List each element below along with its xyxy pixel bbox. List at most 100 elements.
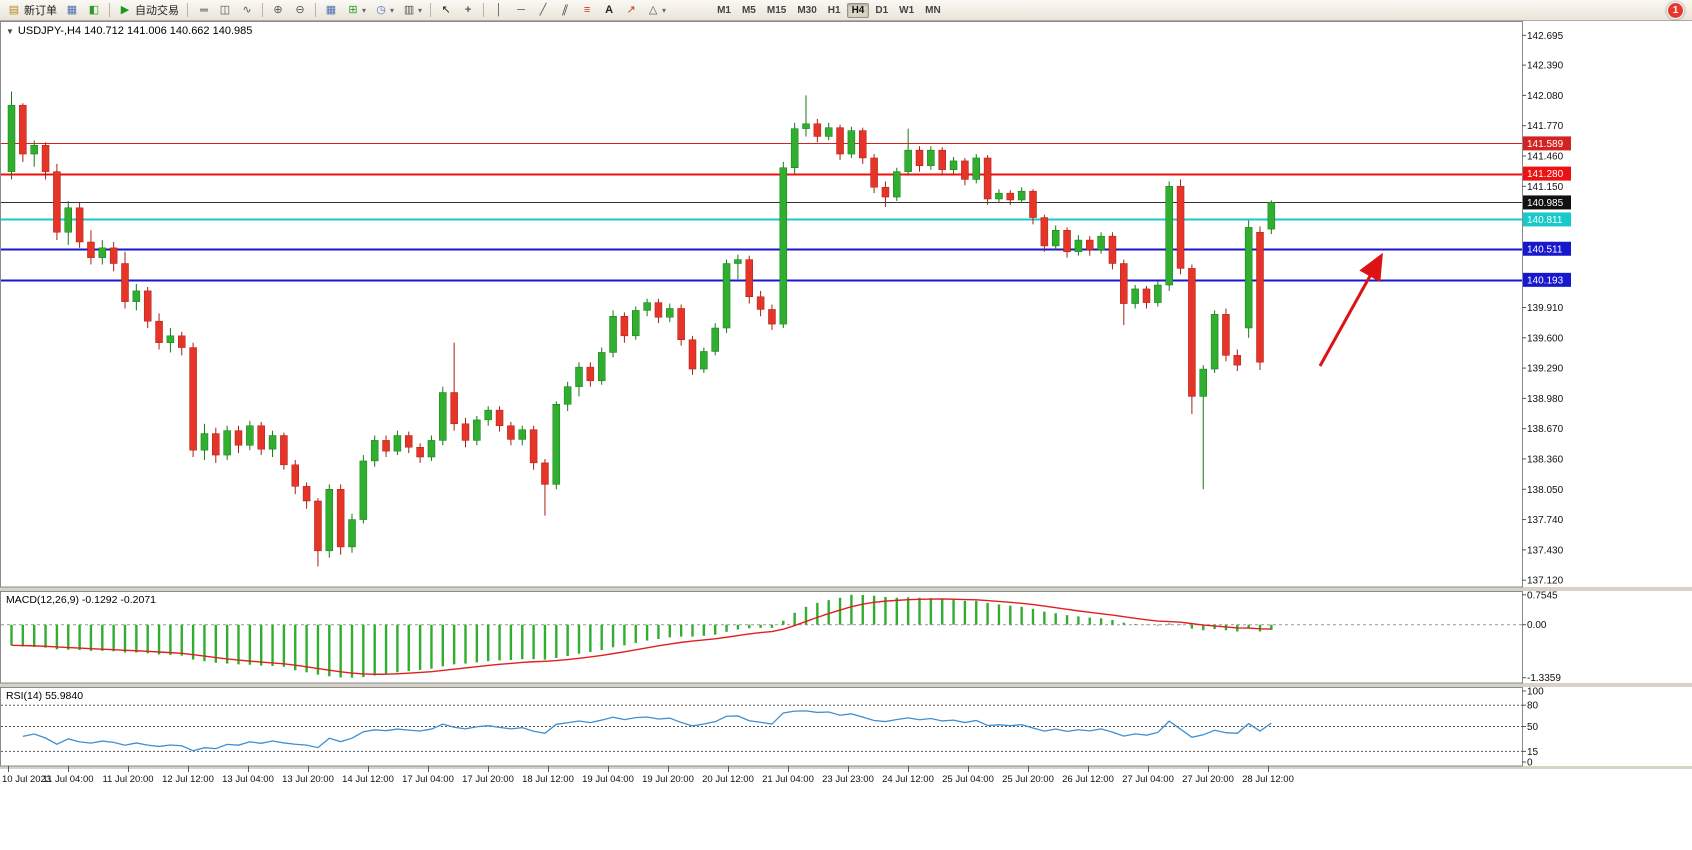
templates-icon: ▥ [403,4,415,16]
svg-text:-1.3359: -1.3359 [1527,673,1561,684]
candlestick-chart-button[interactable]: ◫ [214,1,236,20]
svg-text:137.740: 137.740 [1527,515,1564,526]
svg-text:138.980: 138.980 [1527,394,1564,405]
chart-windows-button[interactable]: ▦ [61,1,83,20]
trendline-icon: ╱ [539,4,547,16]
svg-text:140.985: 140.985 [1527,198,1564,209]
zoom-out-button[interactable]: ⊖ [289,1,311,20]
toolbar-separator [483,3,485,17]
timeframe-button-m30[interactable]: M30 [797,4,817,16]
svg-text:137.120: 137.120 [1527,576,1564,587]
clock-icon: ◷ [376,4,386,16]
svg-text:0.00: 0.00 [1527,620,1547,631]
text-tool-button[interactable]: A [598,1,620,20]
crosshair-icon: + [464,4,472,16]
horizontal-line-button[interactable]: ─ [510,1,532,20]
svg-text:11 Jul 04:00: 11 Jul 04:00 [42,774,93,785]
zoom-in-button[interactable]: ⊕ [267,1,289,20]
chart-dropdown-icon[interactable]: ▼ [6,27,14,36]
add-indicator-icon: ⊞ [348,4,358,16]
price-tag-141.280: 141.280 [1523,166,1571,181]
price-tag-140.811: 140.811 [1523,212,1571,227]
line-chart-button[interactable]: ∿ [236,1,258,20]
svg-text:19 Jul 04:00: 19 Jul 04:00 [582,774,634,785]
toolbar-separator [262,3,263,17]
svg-text:80: 80 [1527,701,1539,712]
add-indicator-button[interactable]: ⊞ ▾ [342,1,370,20]
timeframe-button-mn[interactable]: MN [925,4,941,16]
bar-chart-icon: ‖ [197,7,209,13]
navigator-button[interactable]: ◧ [83,1,105,20]
svg-text:14 Jul 12:00: 14 Jul 12:00 [342,774,394,785]
chart-area[interactable]: 142.695 142.390 142.080 141.770 141.460 141.1… [0,21,1692,850]
vertical-line-button[interactable]: │ [488,1,510,20]
zoom-out-icon: ⊖ [295,4,305,16]
arrow-tool-button[interactable]: ↗ [620,1,642,20]
cursor-button[interactable]: ↖ [435,1,457,20]
pane-splitter[interactable] [0,683,1692,687]
svg-text:19 Jul 20:00: 19 Jul 20:00 [642,774,694,785]
crosshair-button[interactable]: + [457,1,479,20]
toolbar: ▤ 新订单 ▦ ◧ ▶ 自动交易 ‖ ◫ ∿ ⊕ ⊖ ▦ ⊞ ▾ ◷ ▾ ▥ ▾ ↖ … [0,0,1692,21]
tile-windows-button[interactable]: ▦ [320,1,342,20]
toolbar-separator [187,3,188,17]
pane-splitter[interactable] [0,766,1692,769]
templates-button[interactable]: ▥ ▾ [398,1,426,20]
zoom-in-icon: ⊕ [273,4,283,16]
timeframe-button-w1[interactable]: W1 [899,4,915,16]
chart-canvas[interactable]: 142.695 142.390 142.080 141.770 141.460 141.1… [0,21,1692,850]
new-order-label: 新订单 [24,5,57,17]
timeframe-toolbar: M1 M5 M15 M30 H1 H4 D1 W1 MN [712,2,946,18]
svg-text:50: 50 [1527,722,1539,733]
svg-text:11 Jul 20:00: 11 Jul 20:00 [102,774,153,785]
timeframe-button-h4[interactable]: H4 [846,2,870,18]
bar-chart-button[interactable]: ‖ [192,1,214,20]
channel-button[interactable]: ∥ [554,1,576,20]
candlestick-chart-icon: ◫ [219,4,231,16]
svg-text:140.193: 140.193 [1527,275,1564,286]
main-pane-border [0,21,1523,588]
svg-text:141.460: 141.460 [1527,152,1564,163]
macd-histogram [10,594,1273,678]
toolbar-separator [430,3,432,17]
svg-text:21 Jul 04:00: 21 Jul 04:00 [762,774,814,785]
trendline-button[interactable]: ╱ [532,1,554,20]
timeframe-button-m15[interactable]: M15 [766,4,787,16]
chevron-down-icon: ▾ [662,5,667,15]
annotation-arrow[interactable] [1318,252,1383,367]
period-button[interactable]: ◷ ▾ [370,1,398,20]
svg-text:20 Jul 12:00: 20 Jul 12:00 [702,774,754,785]
fibonacci-icon: ≡ [583,4,591,16]
fibonacci-button[interactable]: ≡ [576,1,598,20]
rsi-line [22,710,1272,752]
svg-text:141.589: 141.589 [1527,139,1564,150]
timeframe-button-d1[interactable]: D1 [875,4,889,16]
new-order-button[interactable]: ▤ 新订单 [3,1,61,20]
svg-text:24 Jul 12:00: 24 Jul 12:00 [882,774,934,785]
timeframe-button-m1[interactable]: M1 [717,4,731,16]
horizontal-lines[interactable] [1,143,1522,282]
cursor-icon: ↖ [441,4,451,16]
svg-text:28 Jul 12:00: 28 Jul 12:00 [1242,774,1294,785]
svg-text:23 Jul 23:00: 23 Jul 23:00 [822,774,874,785]
svg-text:13 Jul 20:00: 13 Jul 20:00 [282,774,334,785]
svg-text:138.670: 138.670 [1527,424,1564,435]
auto-trading-button[interactable]: ▶ 自动交易 [114,1,183,20]
arrow-tool-icon: ↗ [626,4,636,16]
svg-text:138.050: 138.050 [1527,485,1564,496]
svg-text:10 Jul 2023: 10 Jul 2023 [2,774,51,785]
vertical-line-icon: │ [495,4,503,16]
price-tag-140.985: 140.985 [1523,195,1571,210]
price-tag-140.193: 140.193 [1523,272,1571,287]
svg-text:139.600: 139.600 [1527,333,1564,344]
svg-text:15: 15 [1527,747,1539,758]
shapes-button[interactable]: △ ▾ [642,1,670,20]
notification-badge[interactable]: 1 [1667,2,1684,19]
svg-text:25 Jul 04:00: 25 Jul 04:00 [942,774,994,785]
timeframe-button-h1[interactable]: H1 [827,4,841,16]
timeframe-button-m5[interactable]: M5 [741,4,756,16]
pane-splitter[interactable] [0,587,1692,591]
price-tag-140.511: 140.511 [1523,241,1571,256]
price-axis: 142.695 142.390 142.080 141.770 141.460 141.1… [1522,31,1564,587]
